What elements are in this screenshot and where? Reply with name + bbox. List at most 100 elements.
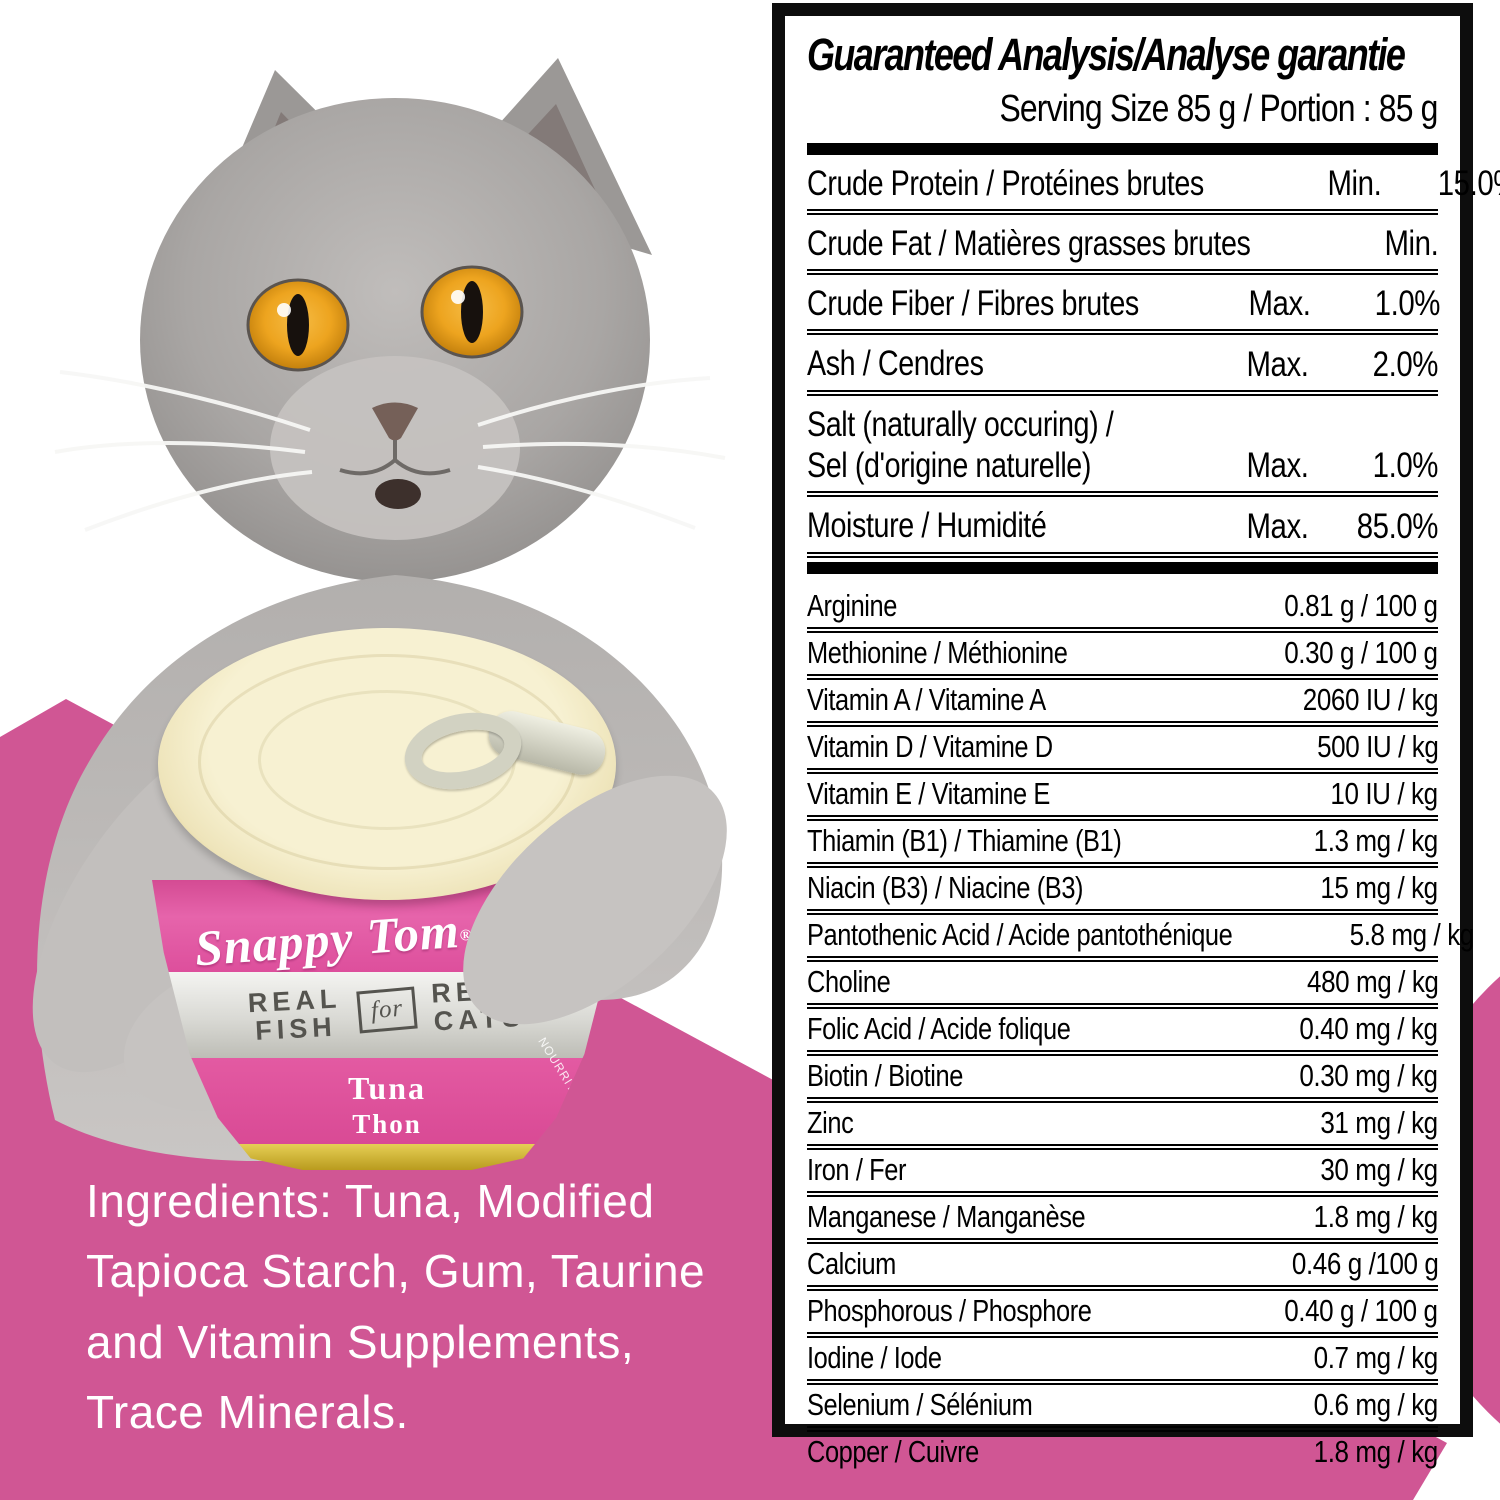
row-label: Folic Acid / Acide folique [807, 1010, 1071, 1046]
analysis-title: Guaranteed Analysis/Analyse garantie [807, 30, 1438, 80]
row-label: Vitamin E / Vitamine E [807, 775, 1050, 811]
analysis-row: Selenium / Sélénium 0.6 mg / kg [807, 1385, 1438, 1432]
row-qualifier: Max. [1248, 284, 1311, 324]
row-value: Max. 1.0% [1248, 284, 1440, 324]
can-flavor-band: Tuna Thon [152, 1058, 622, 1144]
cat-mouth [339, 458, 451, 476]
brand-line: Snappy Tom® Lites [152, 890, 622, 972]
row-value: 0.46 g /100 g [1291, 1245, 1438, 1281]
row-value: 5.8 mg / kg [1349, 916, 1474, 952]
can-label: Snappy Tom® Lites REAL FISH for REAL CATS [152, 880, 622, 1170]
row-qualifier: Max. [1246, 506, 1309, 546]
row-label: Calcium [807, 1245, 896, 1281]
analysis-title-text: Guaranteed Analysis/Analyse garantie [807, 29, 1406, 80]
row-label-line2: Sel (d'origine naturelle) [807, 445, 1091, 485]
row-value: 0.40 g / 100 g [1284, 1292, 1439, 1328]
row-label: Thiamin (B1) / Thiamine (B1) [807, 822, 1122, 858]
row-qualifier: Min. [1327, 163, 1382, 203]
row-value: 31 mg / kg [1320, 1104, 1439, 1140]
row-label: Zinc [807, 1104, 854, 1140]
ingredients-text: Ingredients: Tuna, Modified Tapioca Star… [86, 1166, 746, 1448]
lid-ring [258, 690, 516, 830]
divider-thick [807, 561, 1438, 574]
row-label: Crude Fiber / Fibres brutes [807, 283, 1139, 324]
row-value: 30 mg / kg [1320, 1151, 1439, 1187]
row-number: 0.5% [1468, 224, 1500, 264]
row-label: Ash / Cendres [807, 343, 984, 384]
can-lid [158, 628, 616, 900]
row-label: Biotin / Biotine [807, 1057, 963, 1093]
cat-whiskers [54, 370, 726, 532]
row-label: Niacin (B3) / Niacine (B3) [807, 869, 1084, 905]
row-label-line1: Ash / Cendres [807, 344, 984, 384]
row-qualifier: Max. [1246, 446, 1309, 486]
row-value: 0.30 g / 100 g [1284, 634, 1439, 670]
row-label: Choline [807, 963, 891, 999]
row-value: Max. 1.0% [1246, 446, 1438, 486]
registered-mark: ® [459, 926, 473, 945]
row-label-line1: Moisture / Humidité [807, 506, 1047, 546]
analysis-row: Phosphorous / Phosphore 0.40 g / 100 g [807, 1291, 1438, 1338]
cat-nose [372, 402, 418, 441]
row-value: 15 mg / kg [1320, 869, 1439, 905]
row-value: 2060 IU / kg [1302, 681, 1439, 717]
row-label: Iron / Fer [807, 1151, 907, 1187]
analysis-row: Choline 480 mg / kg [807, 962, 1438, 1009]
tagline-right: REAL CATS [430, 974, 527, 1037]
analysis-row: Vitamin E / Vitamine E 10 IU / kg [807, 774, 1438, 821]
row-label: Crude Fat / Matières grasses brutes [807, 223, 1251, 264]
analysis-row: Iron / Fer 30 mg / kg [807, 1150, 1438, 1197]
analysis-row: Copper / Cuivre 1.8 mg / kg [807, 1432, 1438, 1473]
row-label: Salt (naturally occuring) / Sel (d'origi… [807, 404, 1114, 487]
cat-head [140, 98, 650, 582]
cat-open-mouth [375, 479, 421, 509]
row-label: Manganese / Manganèse [807, 1198, 1086, 1234]
cat-food-can: Snappy Tom® Lites REAL FISH for REAL CATS [152, 628, 622, 1178]
row-label-line1: Crude Protein / Protéines brutes [807, 163, 1204, 203]
row-label: Pantothenic Acid / Acide pantothénique [807, 916, 1233, 952]
row-label: Copper / Cuivre [807, 1433, 979, 1469]
cat-right-eye [420, 265, 524, 359]
analysis-row: Crude Fiber / Fibres brutes Max. 1.0% [807, 275, 1440, 336]
row-value: 10 IU / kg [1330, 775, 1439, 811]
ingredients-line: Trace Minerals. [86, 1386, 409, 1439]
flavor-english: Tuna [348, 1070, 426, 1106]
analysis-row: Arginine 0.81 g / 100 g [807, 586, 1438, 633]
row-value: Min. 0.5% [1384, 224, 1500, 264]
row-value: 0.7 mg / kg [1313, 1339, 1439, 1375]
row-label: Arginine [807, 587, 897, 623]
row-value: Max. 2.0% [1246, 345, 1438, 385]
analysis-row: Crude Protein / Protéines brutes Min. 15… [807, 155, 1500, 215]
analysis-row: Manganese / Manganèse 1.8 mg / kg [807, 1197, 1438, 1244]
tagline: REAL FISH for REAL CATS [152, 972, 622, 1051]
analysis-row: Pantothenic Acid / Acide pantothénique 5… [807, 915, 1474, 962]
nutrient-section: Arginine 0.81 g / 100 g Methionine / Mét… [807, 586, 1474, 1473]
row-label: Vitamin D / Vitamine D [807, 728, 1053, 764]
analysis-row: Calcium 0.46 g /100 g [807, 1244, 1438, 1291]
row-label: Crude Protein / Protéines brutes [807, 163, 1204, 204]
analysis-row: Niacin (B3) / Niacine (B3) 15 mg / kg [807, 868, 1438, 915]
analysis-row: Moisture / Humidité Max. 85.0% [807, 497, 1438, 558]
row-value: 0.6 mg / kg [1313, 1386, 1439, 1422]
row-value: Max. 85.0% [1246, 507, 1438, 547]
row-label: Iodine / Iode [807, 1339, 942, 1375]
analysis-row: Salt (naturally occuring) / Sel (d'origi… [807, 396, 1438, 498]
row-value: 500 IU / kg [1316, 728, 1439, 764]
tagline-word: CATS [432, 1002, 526, 1037]
analysis-row: Methionine / Méthionine 0.30 g / 100 g [807, 633, 1438, 680]
analysis-row: Vitamin D / Vitamine D 500 IU / kg [807, 727, 1438, 774]
row-label-line1: Salt (naturally occuring) / [807, 404, 1114, 444]
analysis-row: Ash / Cendres Max. 2.0% [807, 335, 1438, 396]
ingredients-line: Tapioca Starch, Gum, Taurine [86, 1245, 706, 1298]
analysis-row: Thiamin (B1) / Thiamine (B1) 1.3 mg / kg [807, 821, 1438, 868]
brand-sub-name: Lites [483, 902, 581, 956]
ingredients-line: Ingredients: Tuna, Modified [86, 1175, 655, 1227]
row-value: Min. 15.0% [1327, 164, 1500, 204]
row-label: Methionine / Méthionine [807, 634, 1068, 670]
analysis-row: Crude Fat / Matières grasses brutes Min.… [807, 215, 1439, 276]
row-number: 1.0% [1372, 446, 1439, 486]
row-label-line1: Crude Fat / Matières grasses brutes [807, 223, 1251, 263]
row-value: 0.81 g / 100 g [1284, 587, 1439, 623]
row-value: 1.3 mg / kg [1313, 822, 1439, 858]
